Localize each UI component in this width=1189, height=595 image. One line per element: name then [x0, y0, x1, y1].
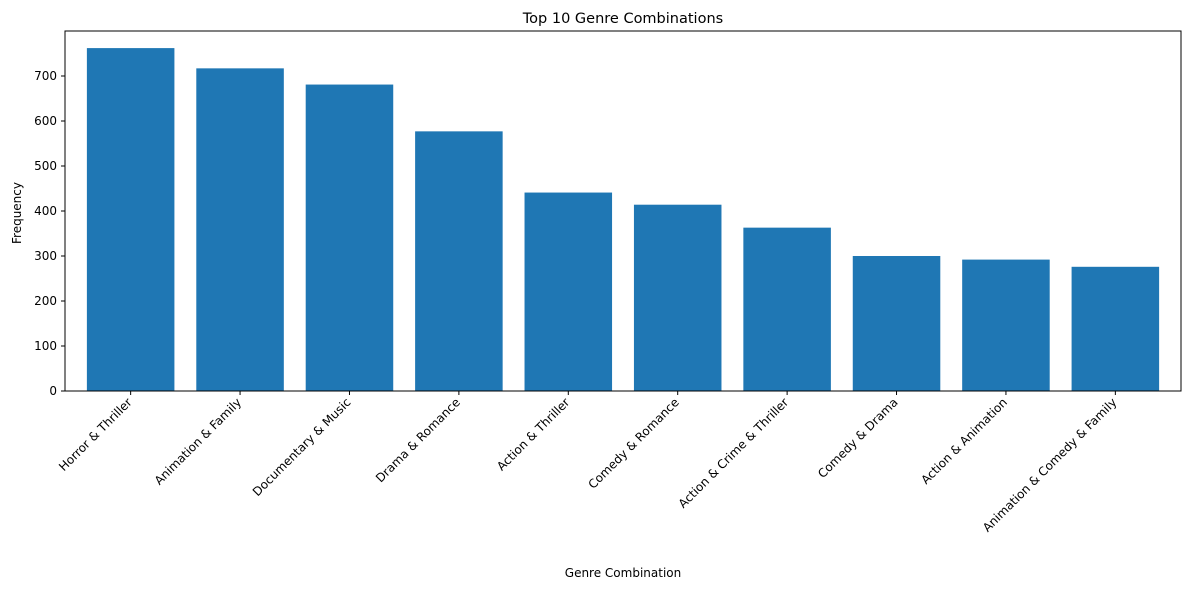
- y-tick-label-4: 400: [34, 204, 57, 218]
- y-axis-label: Frequency: [10, 182, 24, 244]
- y-tick-label-5: 500: [34, 159, 57, 173]
- x-tick-label-8: Action & Animation: [918, 395, 1010, 487]
- x-axis-label: Genre Combination: [565, 566, 681, 580]
- bar-0: [86, 48, 175, 391]
- bar-7: [852, 256, 941, 391]
- x-tick-label-7: Comedy & Drama: [815, 395, 901, 481]
- bar-5: [633, 204, 722, 391]
- x-tick-label-4: Action & Thriller: [494, 395, 572, 473]
- x-tick-label-3: Drama & Romance: [373, 395, 463, 485]
- y-tick-label-3: 300: [34, 249, 57, 263]
- plot-frame: [64, 30, 1182, 392]
- x-ticks-group: Horror & Thriller Animation & Family Docum…: [56, 391, 1119, 535]
- y-tick-label-1: 100: [34, 339, 57, 353]
- bar-3: [415, 131, 503, 391]
- y-tick-label-0: 0: [49, 384, 57, 398]
- y-tick-label-2: 200: [34, 294, 57, 308]
- bar-6: [743, 227, 831, 391]
- x-tick-label-5: Comedy & Romance: [585, 395, 681, 491]
- bar-2: [305, 84, 394, 392]
- bar-8: [962, 259, 1050, 391]
- y-tick-label-7: 700: [34, 69, 57, 83]
- x-tick-label-1: Animation & Family: [152, 395, 244, 487]
- x-tick-label-0: Horror & Thriller: [56, 395, 135, 474]
- chart-title: Top 10 Genre Combinations: [522, 11, 723, 27]
- y-ticks-group: 0 100 200 300 400 500 600 700: [34, 69, 65, 398]
- x-tick-label-9: Animation & Comedy & Family: [980, 395, 1119, 534]
- bar-9: [1071, 266, 1160, 391]
- bars-group: [86, 48, 1160, 392]
- bar-4: [524, 192, 613, 391]
- x-tick-label-6: Action & Crime & Thriller: [676, 395, 792, 511]
- x-tick-label-2: Documentary & Music: [250, 395, 354, 499]
- y-tick-label-6: 600: [34, 114, 57, 128]
- bar-1: [196, 68, 284, 391]
